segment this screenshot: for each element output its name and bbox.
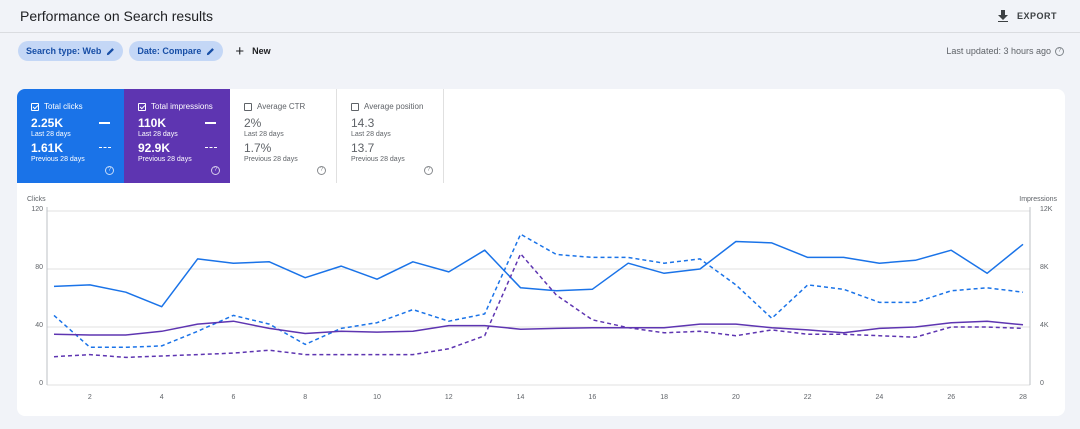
x-tick: 18	[660, 394, 668, 401]
plus-icon: +	[235, 42, 245, 60]
x-tick: 6	[231, 394, 236, 401]
metric-prev-period: Previous 28 days	[138, 156, 192, 163]
y-tick-left: 0	[39, 380, 43, 387]
metric-value: 14.3	[351, 116, 375, 130]
metric-prev-value: 92.9K	[138, 141, 171, 155]
x-tick: 10	[373, 394, 381, 401]
metric-label: Total clicks	[44, 102, 83, 111]
filter-bar: Search type: Web Date: Compare + New Las…	[18, 41, 1064, 61]
y-tick-left: 40	[35, 322, 43, 329]
chart-canvas[interactable]	[17, 89, 1065, 416]
date-chip[interactable]: Date: Compare	[129, 41, 224, 61]
solid-line-legend-icon	[205, 122, 216, 124]
page-header: Performance on Search results EXPORT	[0, 0, 1080, 32]
x-tick: 20	[731, 394, 740, 401]
y-axis-left-label: Clicks	[27, 196, 46, 203]
help-icon[interactable]: ?	[1055, 46, 1064, 56]
metric-tabs: Total clicks 2.25K Last 28 days 1.61K Pr…	[17, 89, 444, 183]
metric-label: Average CTR	[257, 102, 306, 111]
edit-pencil-icon	[107, 47, 115, 55]
x-tick: 16	[588, 394, 597, 401]
x-tick: 2	[87, 394, 92, 401]
x-tick: 22	[803, 394, 812, 401]
total-clicks-last-28-days-line	[53, 240, 1024, 308]
y-tick-right: 12K	[1040, 206, 1053, 213]
metric-prev-period: Previous 28 days	[244, 156, 298, 163]
x-tick: 8	[303, 394, 308, 401]
y-tick-right: 0	[1040, 380, 1044, 387]
metric-total-impressions[interactable]: Total impressions 110K Last 28 days 92.9…	[124, 89, 230, 183]
metric-prev-period: Previous 28 days	[351, 156, 405, 163]
metric-value: 110K	[138, 116, 167, 130]
checkbox-checked-icon[interactable]	[138, 102, 146, 111]
metric-label: Average position	[364, 102, 424, 111]
y-tick-left: 80	[35, 264, 43, 271]
total-impressions-previous-28-days-line	[53, 253, 1024, 359]
metric-label: Total impressions	[151, 102, 213, 111]
date-label: Date: Compare	[137, 46, 202, 56]
metric-total-clicks[interactable]: Total clicks 2.25K Last 28 days 1.61K Pr…	[17, 89, 124, 183]
y-axis-right-label: Impressions	[1019, 196, 1057, 203]
metric-period: Last 28 days	[244, 131, 284, 138]
last-updated: Last updated: 3 hours ago ?	[946, 46, 1064, 56]
search-type-label: Search type: Web	[26, 46, 102, 56]
checkbox-unchecked-icon[interactable]	[244, 102, 252, 111]
metric-value: 2%	[244, 116, 262, 130]
checkbox-unchecked-icon[interactable]	[351, 102, 359, 111]
x-tick: 28	[1019, 394, 1027, 401]
metric-prev-period: Previous 28 days	[31, 156, 85, 163]
metric-prev-value: 1.61K	[31, 141, 64, 155]
total-clicks-previous-28-days-line	[53, 233, 1024, 349]
new-label: New	[252, 46, 271, 56]
metric-period: Last 28 days	[138, 131, 178, 138]
export-button[interactable]: EXPORT	[997, 10, 1060, 22]
solid-line-legend-icon	[99, 122, 110, 124]
help-icon[interactable]: ?	[105, 166, 114, 175]
export-label: EXPORT	[1016, 11, 1057, 21]
metric-average-ctr[interactable]: Average CTR 2% Last 28 days 1.7% Previou…	[230, 89, 337, 183]
page-title: Performance on Search results	[20, 8, 213, 24]
metric-period: Last 28 days	[31, 131, 71, 138]
x-tick: 14	[516, 394, 525, 401]
help-icon[interactable]: ?	[424, 166, 433, 175]
y-tick-right: 8K	[1040, 264, 1049, 271]
metric-period: Last 28 days	[351, 131, 391, 138]
metric-prev-value: 13.7	[351, 141, 375, 155]
download-icon	[997, 10, 1008, 22]
x-tick: 12	[444, 394, 453, 401]
metric-prev-value: 1.7%	[244, 141, 272, 155]
help-icon[interactable]: ?	[317, 166, 326, 175]
metric-value: 2.25K	[31, 116, 64, 130]
total-impressions-last-28-days-line	[53, 320, 1024, 336]
x-tick: 4	[159, 394, 164, 401]
x-tick: 26	[947, 394, 956, 401]
search-type-chip[interactable]: Search type: Web	[18, 41, 124, 61]
checkbox-checked-icon[interactable]	[31, 102, 39, 111]
edit-pencil-icon	[207, 47, 215, 55]
performance-card: Total clicks 2.25K Last 28 days 1.61K Pr…	[17, 89, 1065, 416]
metric-average-position[interactable]: Average position 14.3 Last 28 days 13.7 …	[337, 89, 444, 183]
last-updated-text: Last updated: 3 hours ago	[946, 46, 1051, 56]
y-tick-left: 120	[31, 206, 43, 213]
new-filter-button[interactable]: + New	[235, 44, 270, 59]
dashed-line-legend-icon	[205, 147, 217, 148]
x-tick: 24	[875, 394, 884, 401]
help-icon[interactable]: ?	[211, 166, 220, 175]
dashed-line-legend-icon	[99, 147, 111, 148]
y-tick-right: 4K	[1040, 322, 1049, 329]
header-divider	[0, 32, 1080, 33]
